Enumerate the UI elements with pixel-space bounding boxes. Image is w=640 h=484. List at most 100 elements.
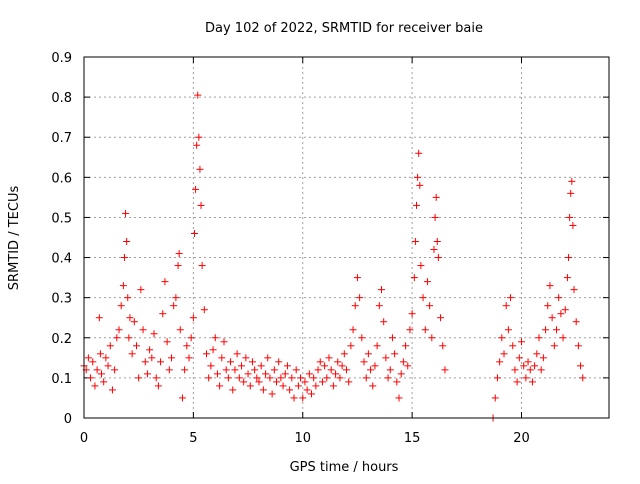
data-point: [528, 378, 536, 386]
data-point: [345, 378, 353, 386]
data-point: [343, 366, 350, 374]
data-point: [439, 342, 447, 350]
data-series: [80, 91, 587, 422]
data-point: [369, 382, 377, 390]
data-point: [336, 374, 344, 382]
data-point: [303, 386, 311, 394]
data-point: [518, 338, 525, 346]
data-point: [557, 310, 565, 318]
data-point: [358, 334, 366, 342]
data-point: [504, 326, 512, 334]
data-point: [559, 334, 567, 342]
data-point: [360, 358, 368, 366]
data-point: [152, 374, 160, 382]
data-point: [414, 173, 422, 181]
data-point: [297, 374, 305, 382]
x-tick-label: 5: [189, 431, 197, 446]
y-tick-label: 0.5: [51, 211, 72, 226]
data-point: [157, 358, 165, 366]
data-point: [196, 165, 204, 173]
data-point: [264, 354, 272, 362]
data-point: [102, 354, 110, 362]
data-point: [546, 282, 554, 290]
y-axis-label: SRMTID / TECUs: [7, 186, 22, 291]
data-point: [106, 342, 114, 350]
data-point: [388, 334, 396, 342]
data-point: [159, 310, 167, 318]
data-point: [555, 294, 563, 302]
y-tick-label: 0.1: [51, 372, 72, 387]
data-point: [561, 306, 569, 314]
data-point: [402, 342, 410, 350]
data-point: [235, 374, 243, 382]
data-point: [432, 193, 440, 201]
data-point: [113, 334, 121, 342]
data-point: [279, 382, 287, 390]
data-point: [288, 374, 296, 382]
data-point: [148, 354, 156, 362]
data-point: [404, 362, 412, 370]
data-point: [124, 294, 132, 302]
data-point: [579, 374, 587, 382]
data-point: [382, 354, 390, 362]
data-point: [526, 366, 534, 374]
data-point: [332, 370, 340, 378]
data-point: [531, 362, 539, 370]
data-point: [262, 370, 270, 378]
data-point: [187, 334, 195, 342]
data-point: [89, 358, 97, 366]
x-tick-label: 10: [294, 431, 311, 446]
data-point: [143, 370, 151, 378]
data-point: [570, 286, 578, 294]
data-point: [310, 374, 318, 382]
data-point: [251, 366, 259, 374]
data-point: [183, 342, 191, 350]
data-point: [273, 378, 280, 386]
data-point: [397, 370, 405, 378]
data-point: [270, 366, 278, 374]
data-point: [244, 370, 252, 378]
data-point: [406, 326, 414, 334]
data-point: [312, 382, 320, 390]
data-point: [413, 201, 420, 209]
data-point: [371, 362, 379, 370]
data-point: [87, 374, 95, 382]
data-point: [194, 91, 202, 99]
data-point: [292, 366, 300, 374]
data-point: [255, 378, 263, 386]
data-point: [108, 386, 116, 394]
data-point: [220, 338, 228, 346]
data-point: [133, 342, 140, 350]
data-point: [426, 302, 434, 310]
data-point: [172, 294, 180, 302]
data-point: [441, 366, 449, 374]
data-point: [437, 314, 445, 322]
data-point: [491, 394, 499, 402]
data-point: [565, 254, 573, 262]
data-point: [334, 358, 342, 366]
data-point: [181, 366, 189, 374]
data-point: [550, 342, 558, 350]
data-point: [356, 294, 364, 302]
data-point: [351, 302, 359, 310]
data-point: [192, 185, 200, 193]
data-point: [130, 318, 138, 326]
data-point: [111, 366, 119, 374]
x-tick-label: 20: [513, 431, 530, 446]
data-point: [338, 362, 346, 370]
data-point: [323, 374, 331, 382]
data-point: [193, 141, 201, 149]
data-point: [500, 350, 508, 358]
data-point: [176, 326, 184, 334]
data-point: [224, 374, 232, 382]
data-point: [305, 370, 313, 378]
data-point: [209, 346, 217, 354]
data-point: [421, 326, 429, 334]
data-point: [308, 390, 315, 398]
chart-title: Day 102 of 2022, SRMTID for receiver bai…: [205, 21, 483, 36]
data-point: [327, 366, 335, 374]
data-point: [563, 274, 571, 282]
data-point: [417, 262, 425, 270]
data-point: [353, 274, 361, 282]
data-point: [553, 326, 560, 334]
